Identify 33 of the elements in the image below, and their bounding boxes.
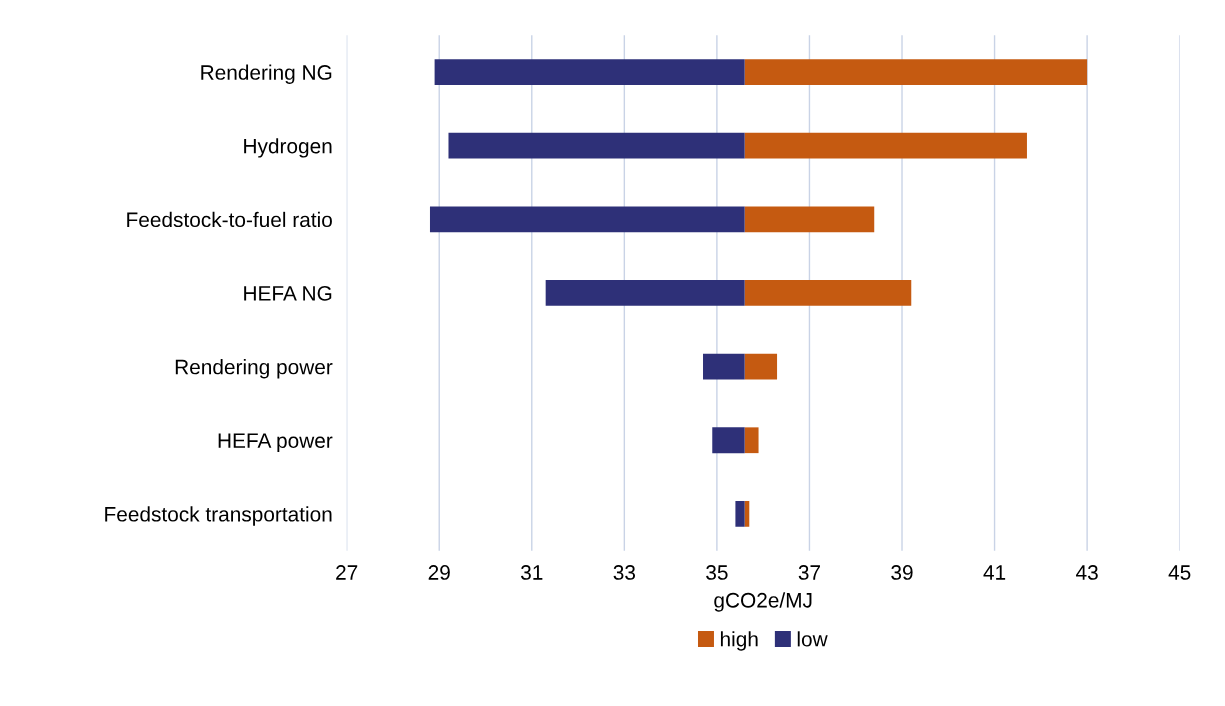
bar [434, 59, 745, 85]
x-tick-label: 27 [336, 565, 358, 580]
bar [744, 280, 912, 306]
x-tick-label: 35 [706, 565, 728, 580]
y-tick-label: HEFA NG [244, 285, 332, 301]
x-axis-title: gCO2e/MJ [714, 592, 812, 612]
x-tick-label: 41 [983, 565, 1006, 580]
bar [744, 427, 759, 454]
bar [735, 500, 745, 527]
bar [703, 353, 745, 380]
x-tick-label: 31 [521, 565, 543, 580]
x-tick-label: 39 [891, 565, 913, 580]
legend-label: high [720, 631, 758, 651]
bar [744, 132, 1027, 159]
y-tick-label: Rendering power [175, 359, 333, 379]
bar [448, 132, 745, 159]
bar [712, 427, 745, 454]
bar [744, 206, 875, 233]
x-tick-label: 37 [798, 565, 820, 580]
bar [545, 280, 745, 306]
bar [429, 206, 745, 233]
y-tick-label: Hydrogen [244, 138, 332, 158]
bar [744, 59, 1088, 85]
legend-label: low [797, 631, 828, 647]
x-tick-label: 43 [1076, 565, 1098, 580]
bar [744, 353, 778, 380]
y-tick-label: Rendering NG [201, 64, 332, 84]
x-tick-label: 33 [613, 565, 636, 580]
x-tick-label: 45 [1168, 565, 1191, 580]
y-tick-label: Feedstock-to-fuel ratio [127, 211, 332, 228]
x-tick-label: 29 [428, 565, 450, 580]
y-tick-label: HEFA power [218, 433, 333, 453]
y-tick-label: Feedstock transportation [105, 506, 332, 526]
